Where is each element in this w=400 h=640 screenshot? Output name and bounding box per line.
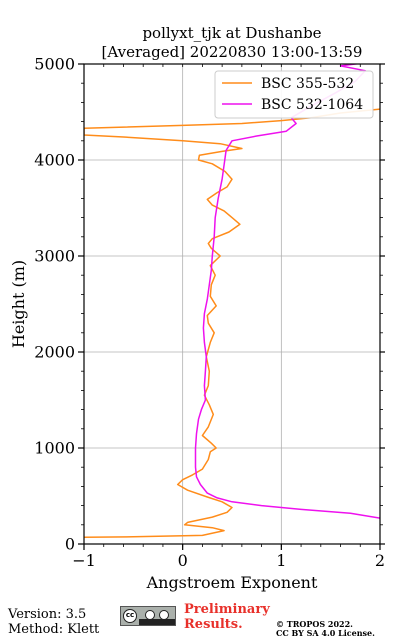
- y-tick-label: 0: [65, 535, 75, 554]
- chart-title-line2: [Averaged] 20220830 13:00-13:59: [102, 43, 363, 61]
- copyright-note: © TROPOS 2022. CC BY SA 4.0 License.: [276, 620, 375, 638]
- chart-title-line1: pollyxt_tjk at Dushanbe: [142, 24, 321, 42]
- copyright-line1: © TROPOS 2022.: [276, 619, 353, 629]
- preliminary-results-note: Preliminary Results.: [184, 602, 270, 632]
- series-line-1: [194, 64, 380, 519]
- y-tick-label: 3000: [34, 247, 75, 266]
- version-text: Version: 3.5: [8, 607, 87, 622]
- x-tick-label: 2: [375, 551, 385, 570]
- series-line-0: [84, 108, 380, 539]
- y-tick-label: 5000: [34, 55, 75, 74]
- legend-label-bsc-355-532: BSC 355-532: [261, 76, 354, 92]
- x-tick-label: −1: [72, 551, 96, 570]
- badge-strip: [139, 619, 175, 625]
- series-lines: [84, 64, 380, 539]
- y-axis-label: Height (m): [9, 260, 28, 348]
- grid-lines: [83, 63, 381, 545]
- x-tick-label: 1: [276, 551, 286, 570]
- y-tick-label: 4000: [34, 151, 75, 170]
- x-tick-label: 0: [178, 551, 188, 570]
- cc-by-sa-badge-icon: cc: [120, 606, 176, 626]
- plot-frame: [83, 63, 381, 545]
- preliminary-line1: Preliminary: [184, 602, 270, 617]
- legend-box: [214, 70, 374, 119]
- preliminary-line2: Results.: [184, 617, 243, 632]
- method-text: Method: Klett: [8, 622, 100, 637]
- y-tick-label: 1000: [34, 439, 75, 458]
- cc-logo-icon: cc: [123, 609, 137, 623]
- x-axis-label: Angstroem Exponent: [146, 573, 318, 592]
- legend-label-bsc-532-1064: BSC 532-1064: [261, 97, 363, 113]
- copyright-line2: CC BY SA 4.0 License.: [276, 628, 375, 638]
- legend: BSC 355-532 BSC 532-1064: [214, 70, 374, 119]
- y-tick-label: 2000: [34, 343, 75, 362]
